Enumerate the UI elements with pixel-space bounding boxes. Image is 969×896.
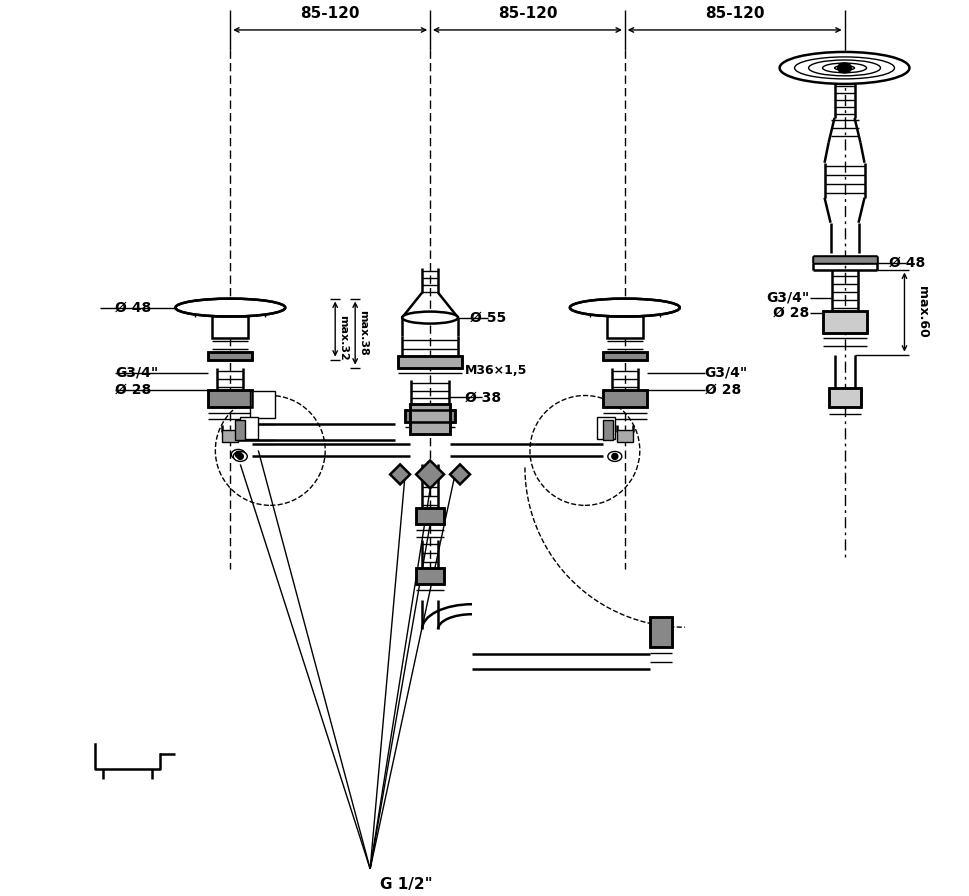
Bar (405, 410, 455, 422)
Text: Ø 28: Ø 28 (115, 383, 152, 397)
Bar (617, 430, 633, 443)
Text: Ø 48: Ø 48 (890, 255, 925, 270)
Text: G 1/2": G 1/2" (380, 877, 433, 892)
Bar (828, 387, 860, 408)
Bar (208, 351, 252, 359)
Bar (410, 404, 450, 435)
Bar (823, 311, 866, 332)
Bar (828, 387, 860, 408)
Ellipse shape (234, 452, 247, 461)
Bar (212, 315, 248, 338)
Bar (603, 390, 646, 408)
Text: G3/4": G3/4" (115, 366, 159, 380)
Polygon shape (450, 464, 470, 485)
Polygon shape (416, 461, 444, 488)
Ellipse shape (235, 452, 241, 458)
Bar (416, 508, 444, 524)
Bar (603, 351, 646, 359)
Bar (607, 315, 642, 338)
Ellipse shape (837, 63, 852, 73)
Bar (603, 420, 612, 441)
Bar (240, 418, 259, 439)
Bar (603, 390, 646, 408)
Ellipse shape (780, 52, 910, 84)
Text: 85-120: 85-120 (498, 6, 557, 21)
Ellipse shape (570, 298, 679, 316)
Bar (650, 617, 672, 647)
Text: Ø 28: Ø 28 (773, 306, 809, 320)
Ellipse shape (608, 452, 622, 461)
Bar (235, 420, 245, 441)
Text: max.38: max.38 (359, 310, 368, 356)
Bar (398, 356, 462, 367)
Bar (208, 390, 252, 408)
Ellipse shape (402, 312, 458, 323)
Ellipse shape (232, 450, 245, 460)
Text: Ø 48: Ø 48 (115, 301, 152, 314)
Bar (813, 255, 877, 263)
Text: Ø 28: Ø 28 (704, 383, 741, 397)
Bar (416, 508, 444, 524)
Ellipse shape (237, 453, 243, 460)
Text: Ø 55: Ø 55 (470, 311, 506, 324)
Text: G3/4": G3/4" (766, 290, 809, 305)
Bar (208, 390, 252, 408)
Bar (603, 351, 646, 359)
Bar (405, 410, 455, 422)
Text: 85-120: 85-120 (300, 6, 359, 21)
Ellipse shape (611, 453, 618, 460)
Text: G3/4": G3/4" (704, 366, 748, 380)
Bar (250, 391, 275, 418)
Bar (398, 356, 462, 367)
Ellipse shape (175, 298, 285, 316)
Bar (597, 418, 615, 439)
Polygon shape (391, 464, 410, 485)
Text: max.32: max.32 (338, 314, 348, 360)
Text: max.60: max.60 (917, 286, 929, 338)
Text: 85-120: 85-120 (704, 6, 765, 21)
Bar (410, 404, 450, 435)
Bar (416, 568, 444, 584)
Bar (650, 617, 672, 647)
Bar (222, 430, 238, 443)
Bar (823, 311, 866, 332)
Text: M36×1,5: M36×1,5 (465, 364, 527, 377)
Text: Ø 38: Ø 38 (465, 391, 501, 404)
Bar (208, 351, 252, 359)
Bar (416, 568, 444, 584)
